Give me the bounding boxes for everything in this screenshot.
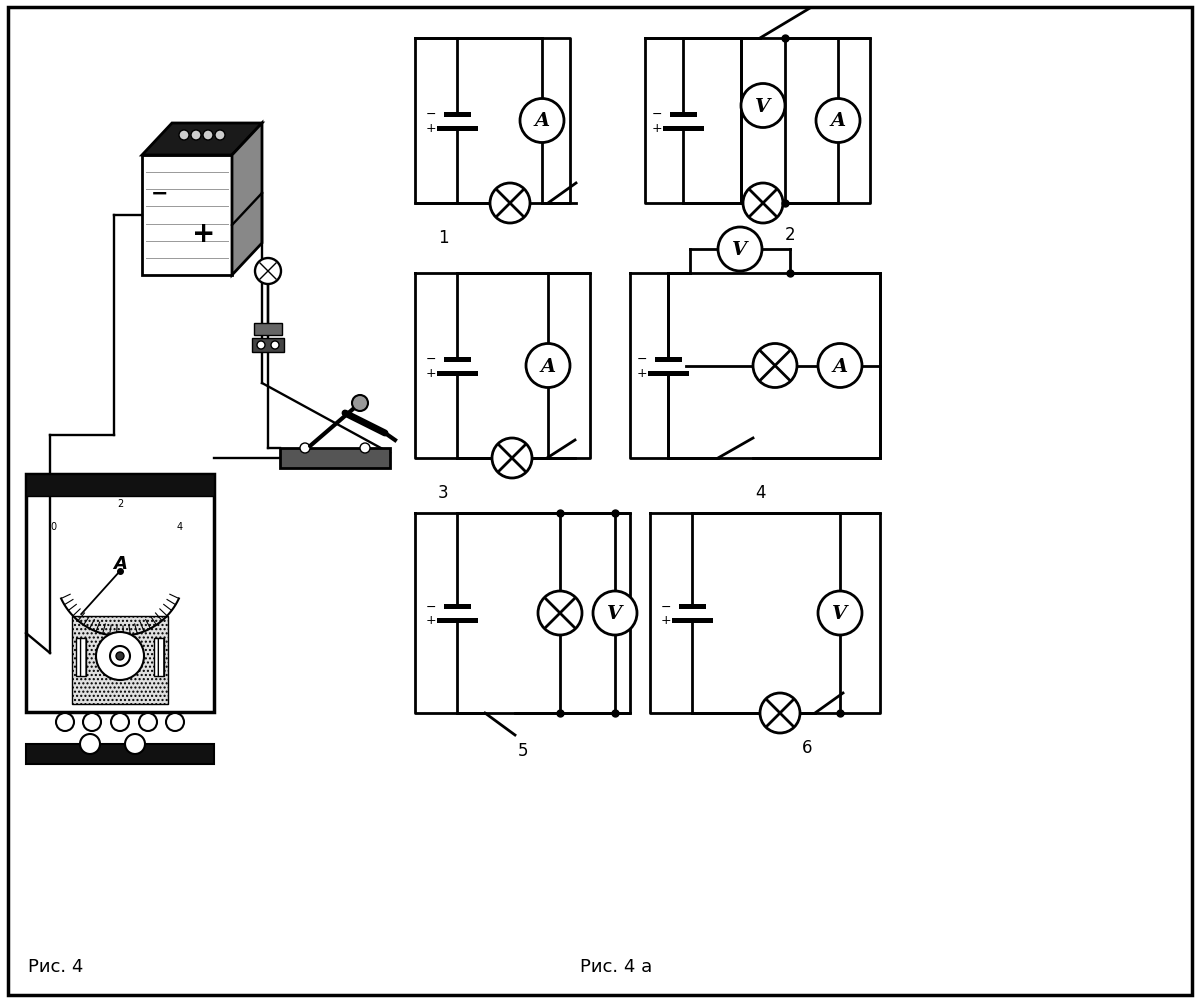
Circle shape [112, 713, 130, 731]
Circle shape [271, 342, 280, 350]
Circle shape [818, 592, 862, 635]
Circle shape [191, 130, 202, 140]
Circle shape [743, 184, 784, 224]
Circle shape [718, 228, 762, 272]
Bar [26, 474, 214, 496]
Circle shape [300, 443, 310, 453]
Text: V: V [607, 605, 623, 623]
Circle shape [215, 130, 226, 140]
Text: A: A [830, 112, 846, 130]
Circle shape [139, 713, 157, 731]
Text: 3: 3 [438, 483, 449, 502]
Text: 2: 2 [785, 226, 796, 244]
Circle shape [492, 438, 532, 478]
Text: −: − [426, 108, 436, 121]
Bar [154, 638, 164, 676]
Text: −: − [660, 600, 671, 613]
Text: 5: 5 [517, 741, 528, 759]
Bar [280, 448, 390, 468]
Text: V: V [833, 605, 847, 623]
Text: A: A [833, 357, 847, 375]
Circle shape [83, 713, 101, 731]
Bar [254, 324, 282, 336]
Text: +: + [660, 614, 671, 627]
Circle shape [742, 84, 785, 128]
Text: Рис. 4: Рис. 4 [28, 957, 83, 975]
Circle shape [256, 259, 281, 285]
Text: −: − [426, 600, 436, 613]
Circle shape [818, 344, 862, 388]
Text: 0: 0 [50, 522, 56, 532]
Circle shape [526, 344, 570, 388]
Text: −: − [652, 108, 662, 121]
Text: 1: 1 [438, 229, 449, 247]
Text: +: + [425, 367, 436, 379]
Text: +: + [192, 220, 216, 248]
Circle shape [593, 592, 637, 635]
Bar [252, 339, 284, 353]
Circle shape [96, 632, 144, 680]
Text: 2: 2 [116, 498, 124, 509]
Circle shape [754, 344, 797, 388]
Circle shape [257, 342, 265, 350]
Bar [76, 638, 86, 676]
Text: +: + [652, 122, 662, 134]
Text: 4: 4 [755, 483, 766, 502]
Circle shape [179, 130, 190, 140]
Circle shape [56, 713, 74, 731]
Polygon shape [142, 124, 262, 155]
Circle shape [110, 646, 130, 666]
Text: +: + [636, 367, 647, 379]
Text: 6: 6 [802, 738, 812, 756]
Text: +: + [425, 122, 436, 134]
Text: A: A [540, 357, 556, 375]
Text: Рис. 4 а: Рис. 4 а [580, 957, 653, 975]
Text: 4: 4 [176, 522, 184, 532]
Bar [26, 474, 214, 712]
Bar [26, 744, 214, 764]
Circle shape [360, 443, 370, 453]
Text: V: V [732, 241, 748, 259]
Circle shape [116, 652, 124, 660]
Circle shape [816, 99, 860, 143]
Circle shape [80, 734, 100, 754]
Bar [72, 617, 168, 704]
Text: A: A [534, 112, 550, 130]
Text: V: V [756, 97, 770, 115]
Circle shape [538, 592, 582, 635]
Text: A: A [113, 555, 127, 573]
Circle shape [352, 395, 368, 411]
Text: −: − [151, 184, 169, 204]
Circle shape [166, 713, 184, 731]
Polygon shape [232, 124, 262, 276]
Circle shape [490, 184, 530, 224]
Circle shape [760, 693, 800, 733]
Circle shape [125, 734, 145, 754]
Circle shape [520, 99, 564, 143]
Text: −: − [636, 353, 647, 366]
Bar [142, 155, 232, 276]
Circle shape [203, 130, 214, 140]
Text: −: − [426, 353, 436, 366]
Text: +: + [425, 614, 436, 627]
